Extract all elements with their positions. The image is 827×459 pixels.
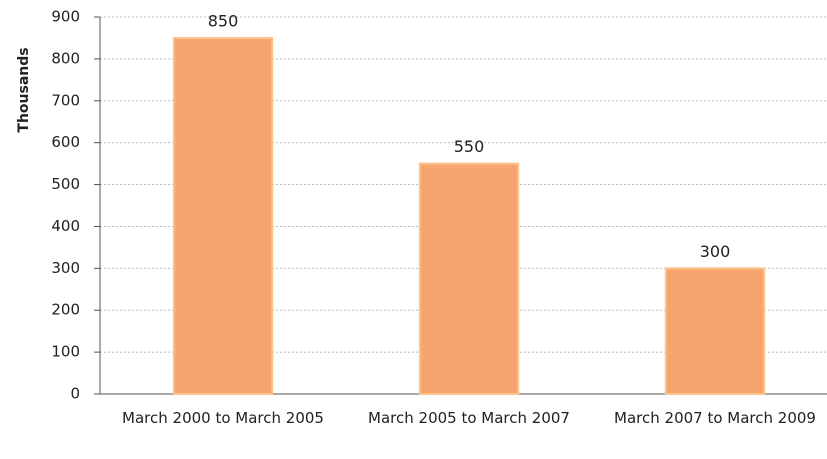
y-tick-label: 400: [51, 217, 80, 235]
data-label: 300: [700, 242, 731, 261]
y-tick-label: 600: [51, 133, 80, 151]
y-tick-label: 100: [51, 343, 80, 361]
data-label: 850: [208, 11, 239, 30]
bar: [664, 267, 766, 396]
y-tick-label: 700: [51, 91, 80, 109]
y-axis-label: Thousands: [16, 47, 32, 132]
x-tick-label: March 2000 to March 2005: [122, 409, 324, 427]
bar: [418, 162, 520, 395]
y-tick-label: 300: [51, 259, 80, 277]
data-label: 550: [454, 137, 485, 156]
y-tick-label: 900: [51, 8, 80, 26]
y-tick-label: 800: [51, 49, 80, 67]
y-tick-label: 500: [51, 175, 80, 193]
y-tick-label: 0: [70, 385, 80, 403]
bar: [172, 36, 274, 395]
x-tick-label: March 2007 to March 2009: [614, 409, 816, 427]
y-tick-label: 200: [51, 301, 80, 319]
x-tick-label: March 2005 to March 2007: [368, 409, 570, 427]
